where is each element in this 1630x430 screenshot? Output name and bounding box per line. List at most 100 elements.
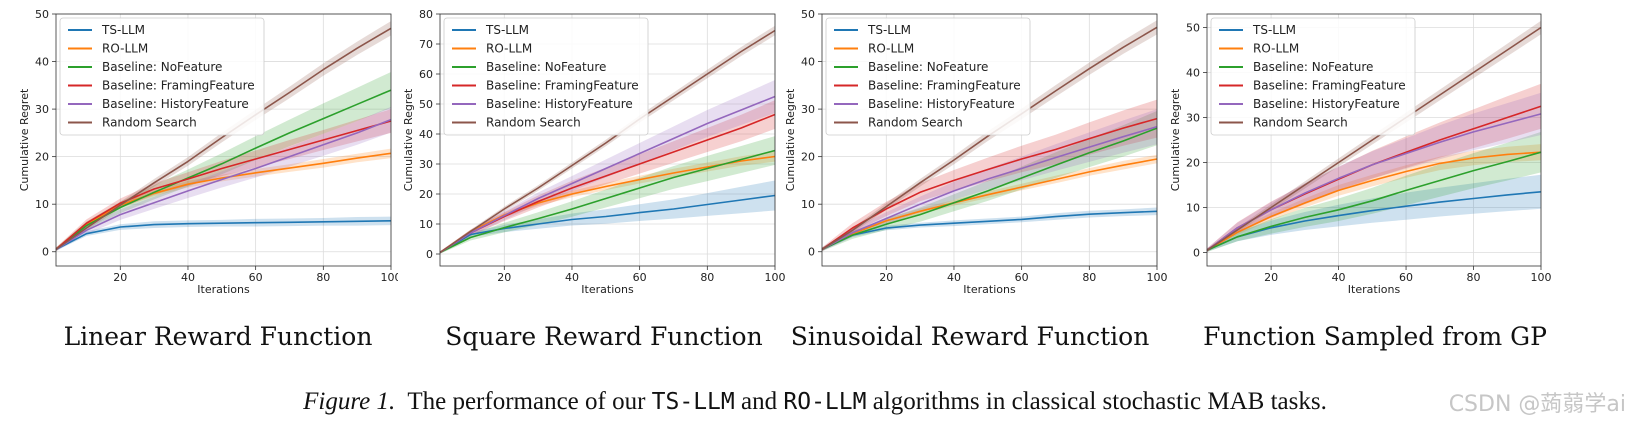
y-tick-label: 30 <box>35 103 49 116</box>
series-line <box>1206 151 1542 252</box>
y-tick-label: 40 <box>35 56 49 69</box>
series-line <box>55 27 392 251</box>
y-tick-label: 50 <box>801 8 815 21</box>
series-line <box>1206 191 1542 252</box>
legend-label: RO-LLM <box>1253 42 1299 56</box>
y-tick-label: 10 <box>35 198 49 211</box>
legend-label: TS-LLM <box>101 23 145 37</box>
chart-panel-square: 20 40 60 80 100 0 10 20 30 40 50 60 70 80 Iterations Cu… <box>398 0 790 300</box>
legend-label: Baseline: HistoryFeature <box>868 97 1015 111</box>
series-band <box>1207 131 1541 253</box>
legend-label: Baseline: FramingFeature <box>102 79 255 93</box>
legend-label: Random Search <box>868 116 963 130</box>
series-line <box>1206 151 1542 251</box>
subtitle-gp: Function Sampled from GP <box>1203 322 1547 351</box>
legend: TS-LLM RO-LLM Baseline: NoFeature Baseline:… <box>1210 17 1416 136</box>
y-tick-label: 10 <box>801 198 815 211</box>
legend-box <box>59 17 265 136</box>
legend-label: Baseline: NoFeature <box>486 60 606 74</box>
caption-text-1: The performance of our <box>407 388 646 415</box>
series-line <box>1206 26 1542 251</box>
legend-label: RO-LLM <box>868 42 914 56</box>
x-axis-label: Iterations <box>581 283 634 296</box>
series-band <box>56 72 391 252</box>
legend-label: Baseline: FramingFeature <box>868 79 1021 93</box>
y-tick-label: 0 <box>1193 247 1200 260</box>
plot-frame <box>821 13 1158 267</box>
series-band <box>822 111 1157 252</box>
x-tick-label: 100 <box>1531 271 1552 284</box>
y-tick-label: 50 <box>1186 22 1200 35</box>
legend-label: Baseline: NoFeature <box>1253 60 1373 74</box>
series-line <box>821 127 1158 251</box>
legend-label: RO-LLM <box>102 42 148 56</box>
x-tick-label: 40 <box>565 271 579 284</box>
figure-label: Figure 1. <box>303 388 396 415</box>
x-tick-label: 20 <box>497 271 511 284</box>
legend-label: Random Search <box>1253 116 1348 130</box>
y-axis-label: Cumulative Regret <box>18 88 31 191</box>
x-tick-label: 100 <box>1147 271 1168 284</box>
legend: TS-LLM RO-LLM Baseline: NoFeature Baseline:… <box>59 17 265 136</box>
chart-square-reward: 20 40 60 80 100 0 10 20 30 40 50 60 70 80 Iterations Cu… <box>402 8 786 296</box>
series-band <box>822 99 1157 252</box>
y-axis-label: Cumulative Regret <box>784 88 797 191</box>
series-line <box>821 210 1158 251</box>
x-tick-label: 40 <box>1332 271 1346 284</box>
series-line <box>55 120 392 251</box>
caption-code-ts-llm: TS-LLM <box>651 389 735 415</box>
legend-label: Baseline: NoFeature <box>868 60 988 74</box>
legend-box <box>1210 17 1416 136</box>
chart-panel-sinusoidal: 20 40 60 80 100 0 10 20 30 40 50 Iterations Cumulati… <box>780 0 1172 300</box>
legend-label: TS-LLM <box>1252 23 1296 37</box>
y-tick-label: 30 <box>801 103 815 116</box>
y-tick-label: 60 <box>419 68 433 81</box>
subtitle-sinusoidal: Sinusoidal Reward Function <box>790 322 1150 351</box>
legend-label: TS-LLM <box>867 23 911 37</box>
y-axis-label: Cumulative Regret <box>402 88 415 191</box>
series-band <box>440 80 775 254</box>
y-tick-label: 20 <box>35 151 49 164</box>
subtitle-square: Square Reward Function <box>445 322 763 351</box>
series-line <box>439 29 776 254</box>
legend-box <box>443 17 649 136</box>
legend: TS-LLM RO-LLM Baseline: NoFeature Baseline:… <box>443 17 649 136</box>
x-tick-label: 80 <box>1467 271 1481 284</box>
y-tick-label: 0 <box>42 246 49 259</box>
chart-panel-linear: 20 40 60 80 100 0 10 20 30 40 50 Iterations Cumulati… <box>14 0 398 300</box>
y-tick-label: 30 <box>1186 112 1200 125</box>
x-axis-label: Iterations <box>197 283 250 296</box>
legend-label: Baseline: HistoryFeature <box>486 97 633 111</box>
series-line <box>821 125 1158 251</box>
y-tick-label: 50 <box>419 98 433 111</box>
plot-frame <box>55 13 392 267</box>
series-line <box>55 118 392 251</box>
x-tick-label: 40 <box>181 271 195 284</box>
x-tick-label: 80 <box>1082 271 1096 284</box>
series-band <box>1207 83 1541 253</box>
y-tick-label: 0 <box>426 248 433 261</box>
y-tick-label: 30 <box>419 158 433 171</box>
x-tick-label: 80 <box>700 271 714 284</box>
legend-label: Baseline: NoFeature <box>102 60 222 74</box>
x-tick-label: 40 <box>947 271 961 284</box>
y-tick-label: 50 <box>35 8 49 21</box>
chart-linear-reward: 20 40 60 80 100 0 10 20 30 40 50 Iterations Cumulati… <box>18 8 399 296</box>
figure-caption: Figure 1. The performance of our TS-LLM … <box>0 388 1630 416</box>
chart-gp-function: 20 40 60 80 100 0 10 20 30 40 50 Iterations Cumulati… <box>1169 13 1552 296</box>
x-tick-label: 20 <box>1264 271 1278 284</box>
legend-box <box>825 17 1031 136</box>
x-axis-label: Iterations <box>963 283 1016 296</box>
series-line <box>55 152 392 251</box>
series-line <box>439 95 776 254</box>
legend-label: Random Search <box>486 116 581 130</box>
series-line <box>821 26 1158 251</box>
y-tick-label: 40 <box>1186 67 1200 80</box>
series-line <box>821 158 1158 251</box>
x-tick-label: 60 <box>633 271 647 284</box>
x-tick-label: 100 <box>381 271 399 284</box>
legend-label: Random Search <box>102 116 197 130</box>
series-band <box>440 100 775 254</box>
plot-frame <box>439 13 776 267</box>
x-tick-label: 20 <box>879 271 893 284</box>
